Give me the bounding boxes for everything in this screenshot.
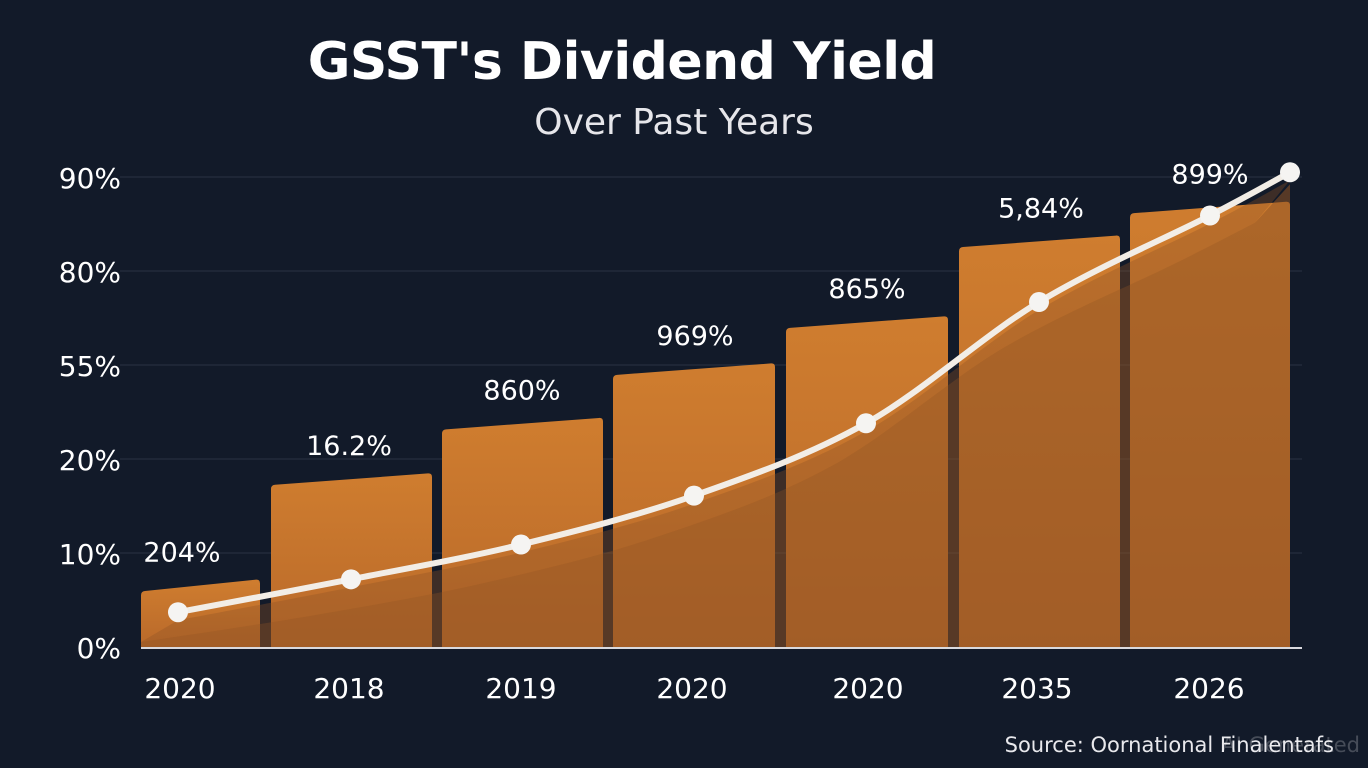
- bar-data-labels: 204% 16.2% 860% 969% 865% 5,84% 899%: [143, 159, 1248, 568]
- bar-data-label: 204%: [143, 537, 220, 568]
- chart-title: GSST's Dividend Yield: [307, 32, 937, 92]
- x-tick-label: 2035: [1001, 672, 1072, 705]
- bar-data-label: 865%: [828, 274, 905, 305]
- bar-data-label: 16.2%: [306, 431, 392, 462]
- y-tick-label: 0%: [77, 632, 121, 665]
- watermark: AI Generated: [1221, 733, 1360, 757]
- bar-data-label: 860%: [483, 376, 560, 407]
- trend-point: [1029, 292, 1049, 313]
- trend-point: [1200, 205, 1220, 226]
- y-tick-label: 90%: [59, 162, 121, 195]
- trend-shadow-band: [141, 184, 1290, 648]
- trend-point: [1280, 162, 1300, 183]
- trend-point: [511, 534, 531, 555]
- source-note: Source: Oornational Finalentafs: [1004, 733, 1334, 757]
- bar-data-label: 899%: [1171, 159, 1248, 190]
- y-axis-ticks: 0% 10% 20% 55% 80% 90%: [59, 162, 121, 665]
- bar-data-label: 5,84%: [998, 193, 1084, 224]
- y-tick-label: 10%: [59, 538, 121, 571]
- trend-points: [168, 162, 1300, 623]
- bar-data-label: 969%: [656, 321, 733, 352]
- trend-shadow: [141, 180, 1290, 648]
- x-tick-label: 2026: [1173, 672, 1244, 705]
- y-tick-label: 20%: [59, 444, 121, 477]
- trend-point: [168, 602, 188, 623]
- y-tick-label: 55%: [59, 350, 121, 383]
- chart-subtitle: Over Past Years: [534, 102, 814, 143]
- trend-point: [341, 569, 361, 590]
- y-tick-label: 80%: [59, 256, 121, 289]
- trend-point: [856, 413, 876, 434]
- x-tick-label: 2020: [144, 672, 215, 705]
- x-tick-label: 2019: [485, 672, 556, 705]
- trend-line: [175, 169, 1293, 616]
- x-tick-label: 2018: [313, 672, 384, 705]
- x-axis-ticks: 2020 2018 2019 2020 2020 2035 2026: [144, 672, 1244, 705]
- x-tick-label: 2020: [832, 672, 903, 705]
- trend-point: [684, 485, 704, 506]
- trend-line-path: [175, 169, 1293, 616]
- x-tick-label: 2020: [656, 672, 727, 705]
